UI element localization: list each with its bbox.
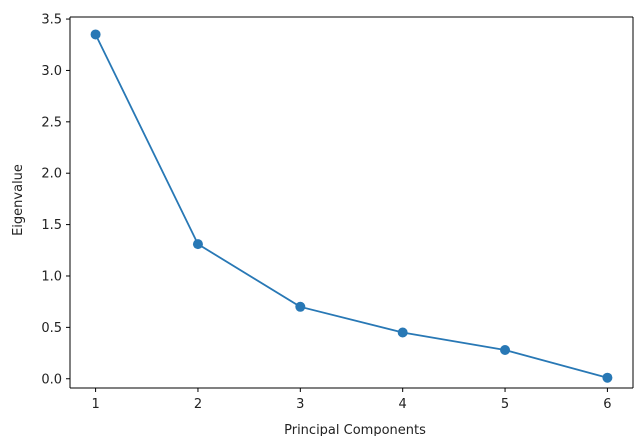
data-point <box>602 372 613 383</box>
y-axis-label: Eigenvalue <box>11 164 26 236</box>
x-tick-label: 2 <box>194 397 202 412</box>
data-point <box>397 327 408 338</box>
x-tick-label: 6 <box>603 397 611 412</box>
series-layer <box>90 29 613 383</box>
y-tick-label: 1.0 <box>41 269 62 284</box>
plot-frame <box>69 16 634 389</box>
data-point <box>90 29 101 40</box>
y-tick-label: 3.0 <box>41 64 62 79</box>
x-tick-label: 4 <box>399 397 407 412</box>
y-tick-label: 2.5 <box>41 115 62 130</box>
y-tick-label: 0.5 <box>41 321 62 336</box>
y-tick-label: 1.5 <box>41 218 62 233</box>
x-tick-label: 3 <box>296 397 304 412</box>
data-point <box>192 239 203 250</box>
data-point <box>500 344 511 355</box>
series-line <box>94 34 608 379</box>
data-point <box>295 301 306 312</box>
x-tick-label: 5 <box>501 397 509 412</box>
y-tick-label: 2.0 <box>41 167 62 182</box>
x-axis-label: Principal Components <box>284 423 426 436</box>
x-axis: 1 2 3 4 5 6 <box>91 388 612 412</box>
y-tick-label: 0.0 <box>41 372 62 387</box>
x-tick-label: 1 <box>91 397 99 412</box>
y-axis: 0.0 0.5 1.0 1.5 2.0 2.5 3.0 3.5 <box>41 13 70 387</box>
y-tick-label: 3.5 <box>41 13 62 28</box>
